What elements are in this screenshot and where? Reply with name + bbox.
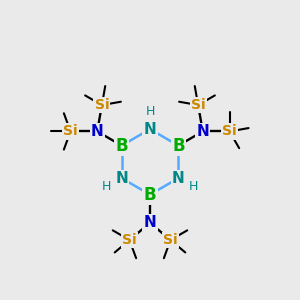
Text: H: H [189,180,198,194]
Text: Si: Si [222,124,237,138]
Text: N: N [115,171,128,186]
Text: B: B [116,136,128,154]
Text: H: H [145,106,155,118]
Text: N: N [144,215,156,230]
Text: N: N [91,124,103,139]
Text: Si: Si [191,98,206,112]
Text: Si: Si [94,98,109,112]
Text: H: H [102,180,111,194]
Text: N: N [144,122,156,137]
Text: B: B [172,136,184,154]
Text: Si: Si [63,124,78,138]
Text: Si: Si [163,233,178,247]
Text: Si: Si [122,233,137,247]
Text: B: B [144,186,156,204]
Text: N: N [196,124,209,139]
Text: N: N [172,171,185,186]
